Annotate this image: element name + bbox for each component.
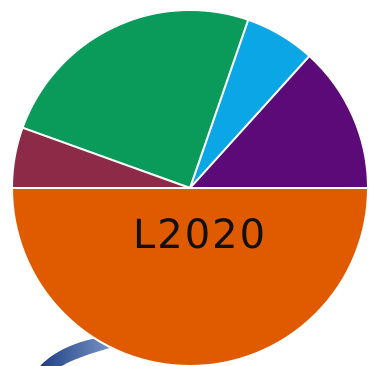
pie-slices [11,9,369,366]
pie-slice-1 [189,54,369,189]
pie-slice-3 [21,9,250,189]
chart-annotation: L2020 [133,212,267,258]
